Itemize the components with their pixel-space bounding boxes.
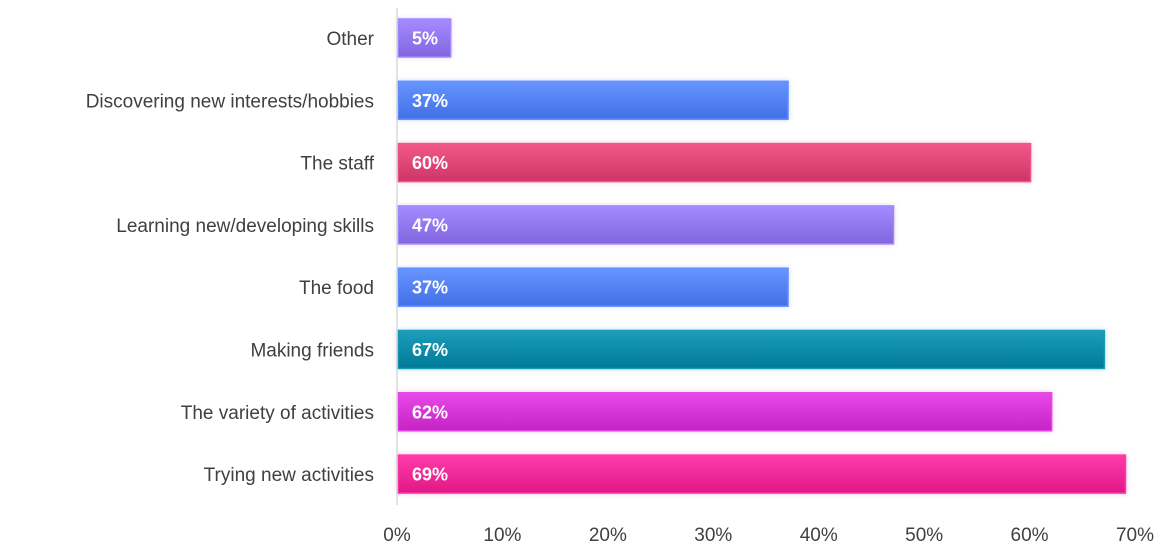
x-tick-label: 10% <box>483 525 521 546</box>
x-tick-label: 0% <box>383 525 411 546</box>
bar <box>397 392 1053 432</box>
x-tick-label: 50% <box>905 525 943 546</box>
bar <box>397 267 789 307</box>
x-tick-label: 30% <box>694 525 732 546</box>
bar-data-label: 69% <box>412 465 448 485</box>
category-label: The food <box>299 278 374 299</box>
bar <box>397 142 1032 183</box>
bar-data-label: 37% <box>412 91 448 111</box>
bar <box>397 18 452 58</box>
x-tick-label: 40% <box>800 525 838 546</box>
category-labels: Other Discovering new interests/hobbies Th… <box>86 29 375 486</box>
bar-data-label: 60% <box>412 153 448 173</box>
category-label: Other <box>326 29 374 50</box>
x-axis-tick-labels: 0% 10% 20% 30% 40% 50% 60% 70% <box>383 525 1154 546</box>
x-tick-label: 60% <box>1011 525 1049 546</box>
bar-data-label: 47% <box>412 215 448 235</box>
x-tick-label: 20% <box>589 525 627 546</box>
x-tick-label: 70% <box>1116 525 1154 546</box>
bar-data-label: 62% <box>412 402 448 422</box>
bar-data-label: 5% <box>412 29 438 49</box>
category-label: The variety of activities <box>181 403 374 424</box>
bar-data-label: 37% <box>412 278 448 298</box>
bar <box>397 80 789 121</box>
bar <box>397 329 1106 370</box>
bar-data-label: 67% <box>412 340 448 360</box>
bar <box>397 205 895 245</box>
category-label: Discovering new interests/hobbies <box>86 91 374 112</box>
bar <box>397 454 1127 494</box>
bars-group: 5% 37% 60% 47% 37% 67% 62% 69% <box>397 18 1127 494</box>
category-label: Trying new activities <box>204 465 374 486</box>
category-label: Making friends <box>250 341 374 362</box>
category-label: The staff <box>300 154 374 175</box>
category-label: Learning new/developing skills <box>116 216 374 237</box>
